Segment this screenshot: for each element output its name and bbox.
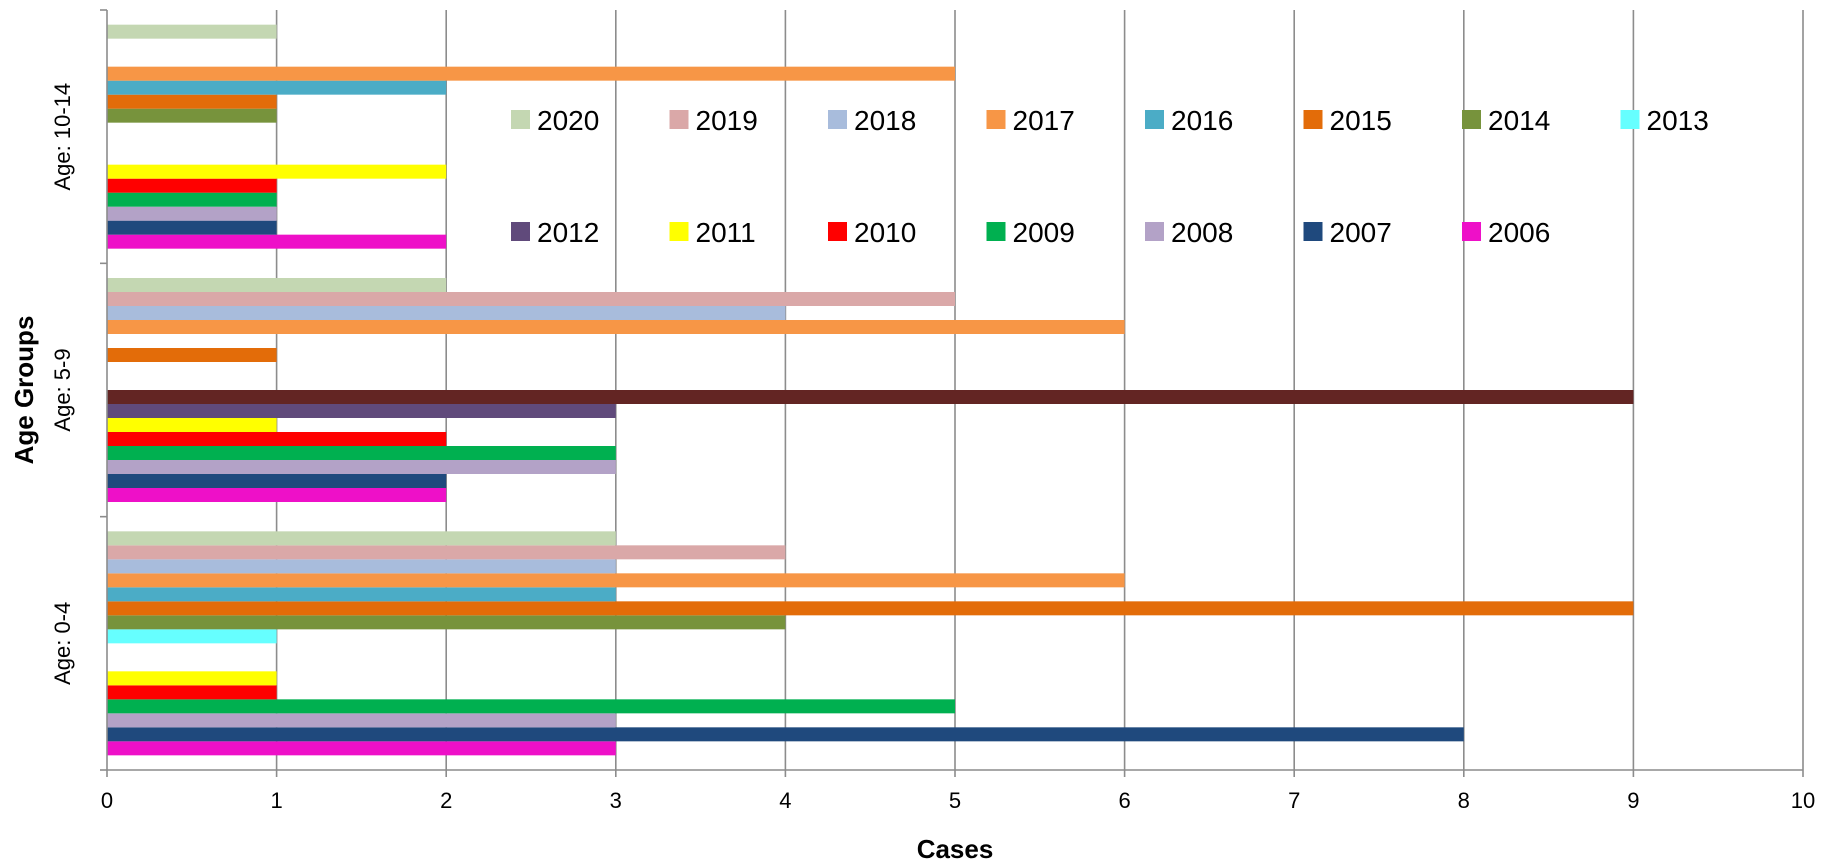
bar-2013-0 <box>107 629 277 644</box>
legend-swatch-2020 <box>511 110 530 129</box>
legend-label-2013: 2013 <box>1647 105 1709 136</box>
legend-label-2020: 2020 <box>537 105 599 136</box>
y-axis-title: Age Groups <box>9 316 39 465</box>
bar-2015-2 <box>107 94 277 109</box>
axes <box>100 9 1804 777</box>
legend-label-2010: 2010 <box>854 217 916 248</box>
category-label: Age: 0-4 <box>50 602 75 685</box>
bar-series-1 <box>107 390 1634 404</box>
bar-2006-1 <box>107 488 447 502</box>
bar-2008-1 <box>107 460 616 474</box>
x-tick-labels: 0 1 2 3 4 5 6 7 8 9 10 <box>101 788 1815 813</box>
legend-swatch-2015 <box>1303 110 1323 129</box>
bar-2006-0 <box>107 741 616 756</box>
bar-2014-2 <box>107 108 277 123</box>
bar-2006-2 <box>107 234 447 249</box>
bar-2015-0 <box>107 601 1634 616</box>
bar-2012-1 <box>107 404 616 418</box>
x-tick-label: 2 <box>440 788 452 813</box>
bar-2014-0 <box>107 615 786 630</box>
legend-swatch-2008 <box>1145 222 1164 241</box>
x-tick-label: 6 <box>1118 788 1130 813</box>
legend-label-2015: 2015 <box>1330 105 1392 136</box>
legend-label-2016: 2016 <box>1171 105 1233 136</box>
category-labels: Age: 0-4 Age: 5-9 Age: 10-14 <box>50 83 75 685</box>
bar-2016-2 <box>107 80 447 95</box>
bar-2010-0 <box>107 685 277 700</box>
x-tick-label: 10 <box>1791 788 1815 813</box>
bar-2018-0 <box>107 559 616 574</box>
legend-swatch-2017 <box>986 110 1006 129</box>
x-tick-label: 1 <box>270 788 282 813</box>
legend-swatch-2010 <box>828 222 847 241</box>
x-tick-label: 3 <box>610 788 622 813</box>
bar-2015-1 <box>107 348 277 362</box>
legend-swatch-2016 <box>1145 110 1164 129</box>
x-tick-label: 5 <box>949 788 961 813</box>
bar-2010-2 <box>107 178 277 193</box>
bar-2011-1 <box>107 418 277 432</box>
x-tick-label: 8 <box>1458 788 1470 813</box>
legend-swatch-2012 <box>511 222 530 241</box>
legend-label-2011: 2011 <box>696 217 756 248</box>
legend-label-2006: 2006 <box>1488 217 1550 248</box>
legend-label-2007: 2007 <box>1330 217 1392 248</box>
bar-2007-1 <box>107 474 447 488</box>
bar-2017-2 <box>107 66 955 81</box>
legend-swatch-2009 <box>986 222 1006 241</box>
legend-label-2018: 2018 <box>854 105 916 136</box>
legend-label-2019: 2019 <box>696 105 758 136</box>
category-label: Age: 10-14 <box>50 83 75 191</box>
legend-swatch-2014 <box>1462 110 1481 129</box>
legend-label-2012: 2012 <box>537 217 599 248</box>
x-tick-label: 4 <box>779 788 791 813</box>
legend-label-2014: 2014 <box>1488 105 1550 136</box>
bar-2007-0 <box>107 727 1464 742</box>
bar-2020-2 <box>107 24 277 39</box>
bar-2020-0 <box>107 531 616 546</box>
bar-2010-1 <box>107 432 447 446</box>
bar-2009-1 <box>107 446 616 460</box>
legend-label-2017: 2017 <box>1013 105 1075 136</box>
bar-2009-2 <box>107 192 277 207</box>
bar-2019-1 <box>107 292 955 306</box>
legend-swatch-2011 <box>669 222 689 241</box>
bar-2009-0 <box>107 699 955 714</box>
bar-2017-0 <box>107 573 1125 588</box>
category-label: Age: 5-9 <box>50 348 75 431</box>
bar-2008-2 <box>107 206 277 221</box>
bar-2016-0 <box>107 587 616 602</box>
bar-2008-0 <box>107 713 616 728</box>
bar-2011-2 <box>107 164 447 179</box>
bar-2020-1 <box>107 278 447 292</box>
legend-label-2008: 2008 <box>1171 217 1233 248</box>
legend-swatch-2019 <box>669 110 689 129</box>
x-tick-label: 7 <box>1288 788 1300 813</box>
legend-swatch-2018 <box>828 110 847 129</box>
legend: 2020 2019 2018 2017 2016 2015 2014 2013 2012 2011… <box>511 105 1709 248</box>
bar-2018-1 <box>107 306 786 320</box>
x-axis-title: Cases <box>917 834 994 864</box>
bar-2019-0 <box>107 545 786 560</box>
x-tick-label: 9 <box>1627 788 1639 813</box>
legend-swatch-2013 <box>1620 110 1640 129</box>
bar-2017-1 <box>107 320 1125 334</box>
bar-2011-0 <box>107 671 277 686</box>
bar-2007-2 <box>107 220 277 235</box>
x-tick-label: 0 <box>101 788 113 813</box>
legend-swatch-2006 <box>1462 222 1481 241</box>
bars <box>107 24 1634 756</box>
legend-label-2009: 2009 <box>1013 217 1075 248</box>
legend-swatch-2007 <box>1303 222 1323 241</box>
